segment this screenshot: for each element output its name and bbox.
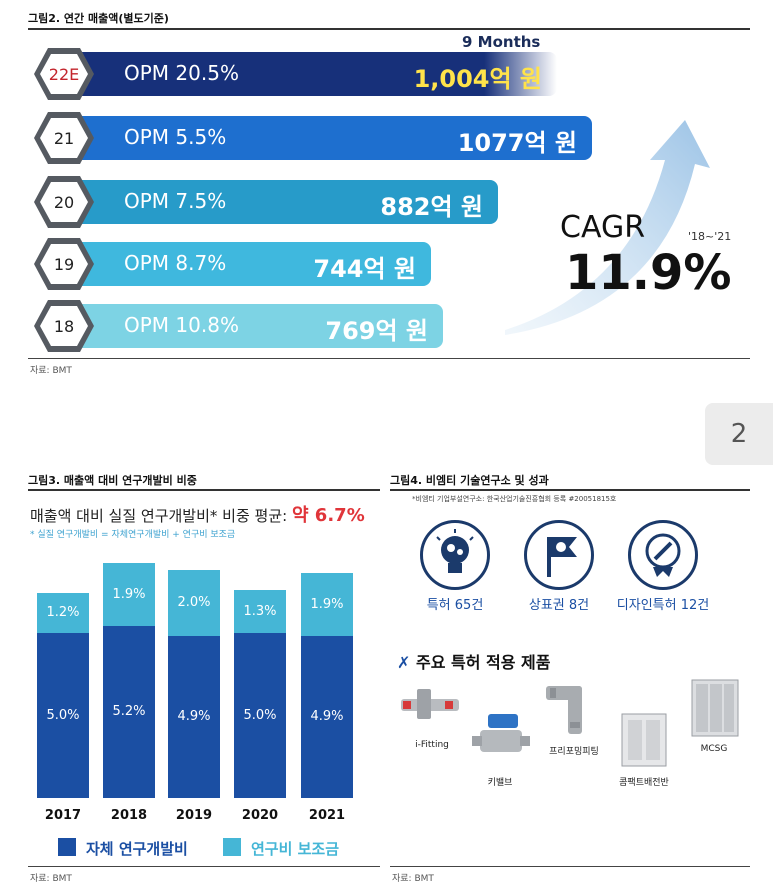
self-rd-bar: 4.9% (168, 636, 220, 798)
subsidy-bar: 1.9% (103, 563, 155, 626)
fig2-top-rule (28, 28, 750, 30)
product-label-i-fitting: i-Fitting (415, 740, 449, 750)
opm-label: OPM 10.8% (124, 313, 239, 337)
self-rd-bar: 5.0% (37, 633, 89, 798)
lightbulb-icon (436, 529, 474, 573)
year-label: 18 (54, 317, 74, 336)
fig4-source: 자료: BMT (392, 874, 434, 884)
product-label-preforming-fitting: 프리포밍피팅 (549, 747, 599, 757)
fig3-bottom-rule (28, 866, 380, 867)
self-rd-bar: 5.2% (103, 626, 155, 798)
product-label-key-valve: 키밸브 (487, 778, 513, 788)
subsidy-bar: 1.9% (301, 573, 353, 636)
fig4-top-rule (390, 489, 750, 491)
year-label: 22E (49, 65, 79, 84)
fig3-top-rule (28, 489, 380, 491)
revenue-label: 1,004억 원 (413, 65, 542, 93)
revenue-label: 1077억 원 (457, 129, 577, 157)
i-fitting-image (401, 689, 459, 719)
fig3-title: 그림3. 매출액 대비 연구개발비 비중 (28, 474, 197, 487)
opm-label: OPM 8.7% (124, 251, 227, 275)
fig4-title: 그림4. 비엠티 기술연구소 및 성과 (390, 474, 549, 487)
year-tick-label: 2019 (175, 808, 213, 823)
year-hexagon: 21 (34, 112, 94, 164)
year-tick-label: 2021 (308, 808, 346, 823)
design-patent-label: 디자인특허 12건 (616, 598, 710, 613)
page-number: 2 (705, 403, 773, 465)
patent-label: 특허 65건 (426, 598, 484, 613)
fig3-headline-value: 약 6.7% (291, 505, 365, 526)
trademark-circle (524, 520, 594, 590)
year-label: 19 (54, 255, 74, 274)
fig3-footnote: * 실질 연구개발비 = 자체연구개발비 + 연구비 보조금 (30, 530, 236, 540)
year-tick-label: 2018 (110, 808, 148, 823)
subsidy-bar: 1.3% (234, 590, 286, 633)
products-heading-text: 주요 특허 적용 제품 (415, 653, 551, 672)
legend-self-swatch (58, 838, 76, 856)
year-hexagon: 18 (34, 300, 94, 352)
nine-months-note: 9 Months (462, 33, 541, 51)
opm-label: OPM 7.5% (124, 189, 227, 213)
fig3-source: 자료: BMT (30, 874, 72, 884)
opm-label: OPM 5.5% (124, 125, 227, 149)
products-heading: ✗ 주요 특허 적용 제품 (397, 649, 550, 673)
cagr-arrow (505, 120, 710, 335)
year-tick-label: 2017 (44, 808, 82, 823)
year-hexagon: 19 (34, 238, 94, 290)
self-rd-bar: 5.0% (234, 633, 286, 798)
fig4-bottom-rule (390, 866, 750, 867)
fig2-bottom-rule (28, 358, 750, 359)
revenue-label: 769억 원 (325, 317, 428, 345)
bmt-logo-icon: ✗ (397, 653, 411, 672)
key-valve-image (472, 714, 530, 752)
design-patent-circle (628, 520, 698, 590)
fig2-source: 자료: BMT (30, 366, 72, 376)
product-label-mcsg: MCSG (700, 744, 728, 754)
flag-icon (547, 537, 577, 577)
revenue-label: 882억 원 (380, 193, 483, 221)
subsidy-bar: 1.2% (37, 593, 89, 633)
fig3-headline: 매출액 대비 실질 연구개발비* 비중 평균: 약 6.7% (30, 501, 365, 527)
legend-self-label: 자체 연구개발비 (86, 840, 188, 858)
fig3-headline-text: 매출액 대비 실질 연구개발비* 비중 평균: (30, 507, 288, 525)
cagr-label: CAGR (560, 210, 646, 245)
year-label: 20 (54, 193, 74, 212)
trademark-label: 상표권 8건 (528, 598, 590, 613)
revenue-label: 744억 원 (313, 255, 416, 283)
revenue-bar (72, 52, 557, 96)
fig4-note: *비엠티 기업부설연구소: 한국산업기술진흥협회 등록 #20051815호 (412, 495, 617, 503)
year-hexagon: 22E (34, 48, 94, 100)
cagr-period: '18~'21 (688, 230, 732, 243)
patent-circle (420, 520, 490, 590)
fig2-title: 그림2. 연간 매출액(별도기준) (28, 12, 169, 25)
mcsg-image (691, 679, 739, 737)
year-tick-label: 2020 (241, 808, 279, 823)
year-label: 21 (54, 129, 74, 148)
revenue-bar (72, 304, 443, 348)
preforming-fitting-image (546, 686, 582, 734)
revenue-bar (72, 116, 592, 160)
revenue-bar (72, 242, 431, 286)
year-hexagon: 20 (34, 176, 94, 228)
opm-label: OPM 20.5% (124, 61, 239, 85)
product-label-compact-switchboard: 콤팩트배전반 (619, 778, 669, 788)
self-rd-bar: 4.9% (301, 636, 353, 798)
legend-subsidy-label: 연구비 보조금 (251, 840, 340, 858)
subsidy-bar: 2.0% (168, 570, 220, 636)
compact-switchboard-image (621, 713, 667, 767)
legend-subsidy-swatch (223, 838, 241, 856)
cagr-value: 11.9% (565, 245, 732, 301)
pencil-badge-icon (645, 533, 681, 577)
revenue-bar (72, 180, 498, 224)
